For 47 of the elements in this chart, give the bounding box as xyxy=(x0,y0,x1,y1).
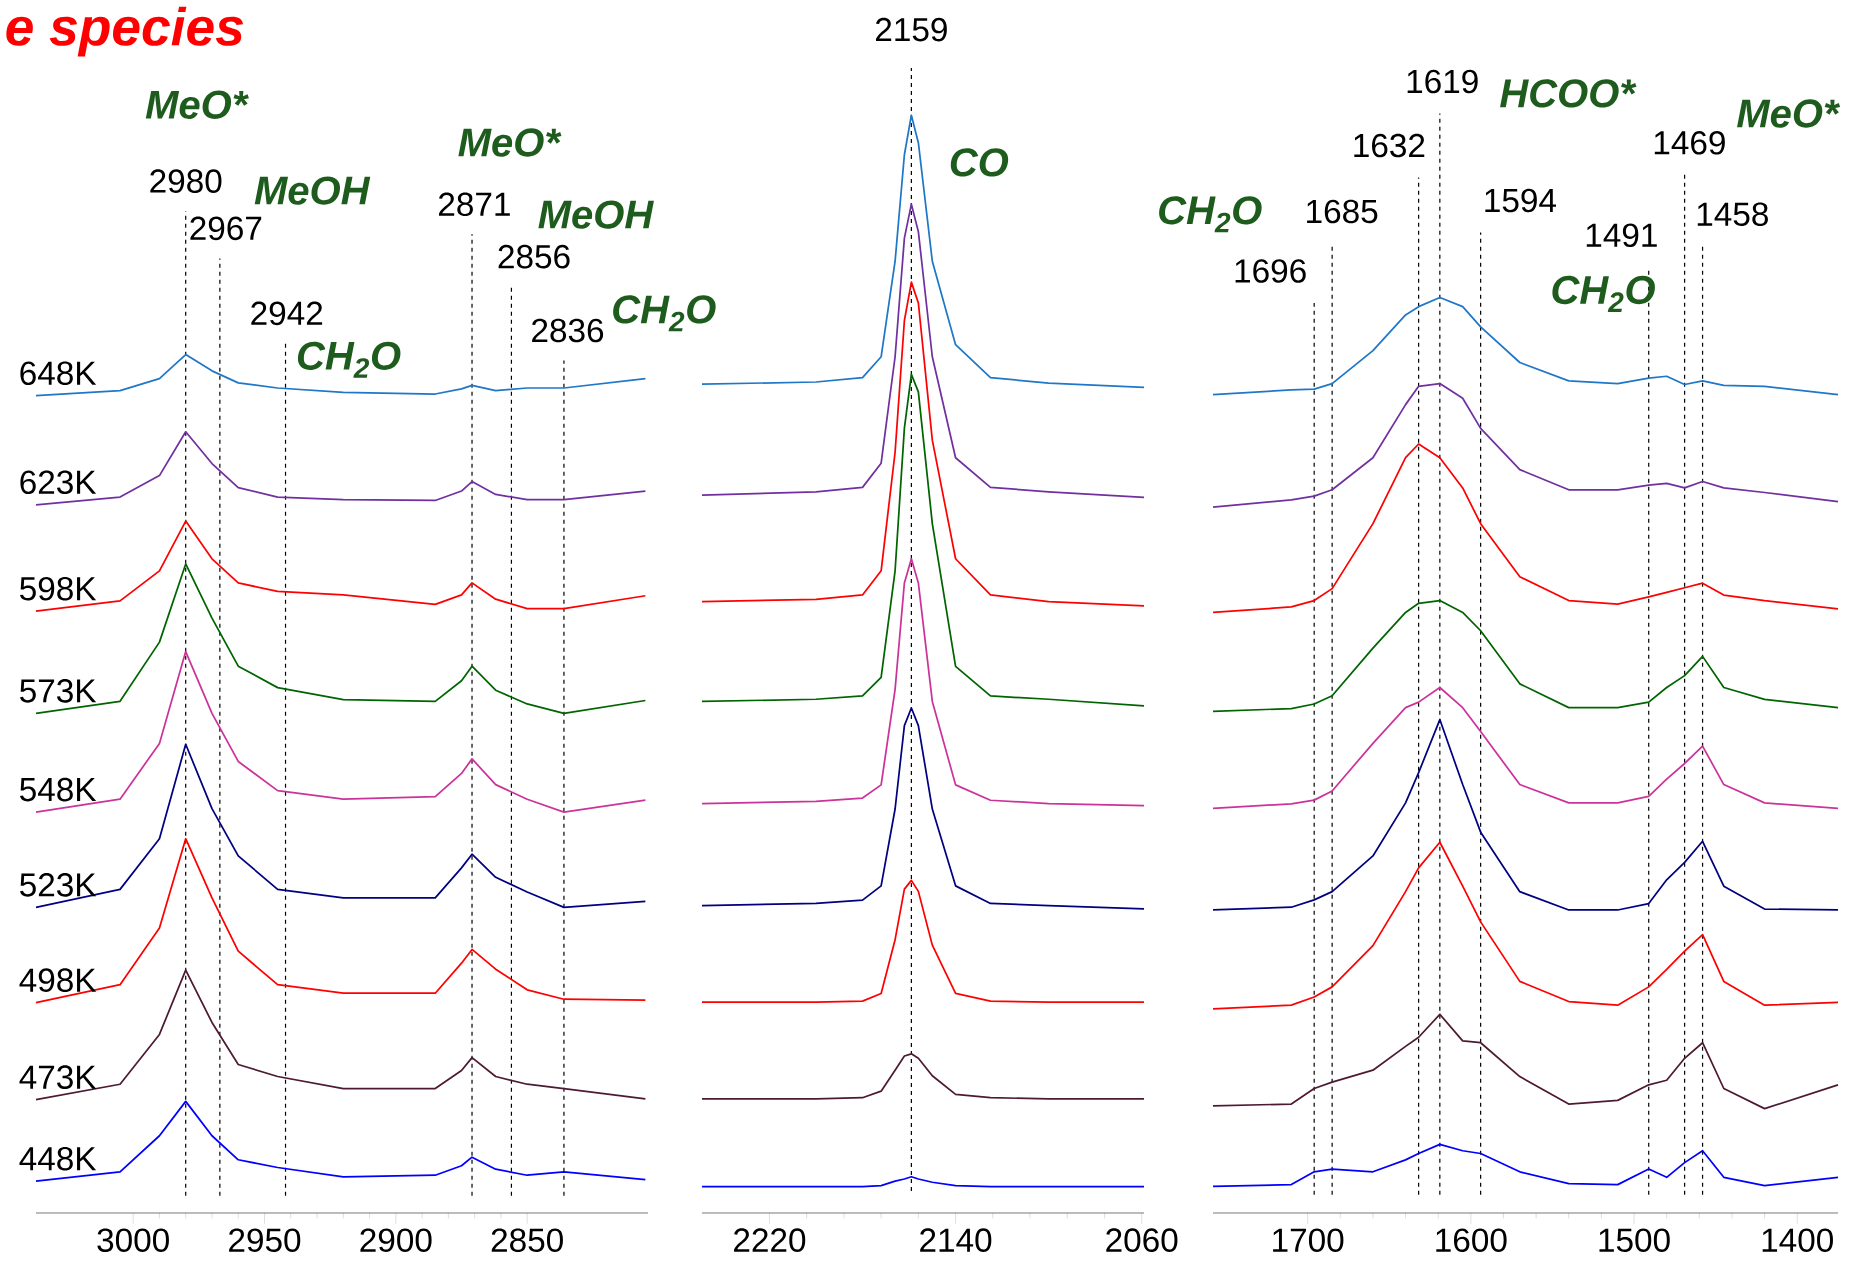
annotation: CO xyxy=(950,148,1009,177)
ref-line-label: 1696 xyxy=(1235,259,1306,283)
ref-line-label: 2967 xyxy=(190,216,262,241)
ref-line-label: 1594 xyxy=(1485,188,1556,213)
ref-line-label: 2871 xyxy=(438,192,510,217)
x-tick-label: 2950 xyxy=(229,1228,301,1252)
text: MeO* xyxy=(458,128,562,157)
x-tick-label: 1600 xyxy=(1436,1228,1507,1252)
series-label: 573K xyxy=(20,679,97,703)
ref-line-label: 1491 xyxy=(1586,223,1657,248)
series-label: 523K xyxy=(20,873,97,897)
x-tick-label: 1400 xyxy=(1762,1228,1833,1252)
text: MeOH xyxy=(254,176,371,205)
x-tick-label: 1700 xyxy=(1273,1228,1344,1252)
annotation: CH$_{2}$O xyxy=(613,295,716,332)
x-tick-label: 3000 xyxy=(97,1228,169,1252)
text: CH$_{2}$O xyxy=(1159,196,1262,233)
ref-line-label: 1632 xyxy=(1354,133,1425,158)
series-label: 448K xyxy=(19,1146,97,1171)
annotation: CH$_{2}$O xyxy=(297,341,401,378)
series-label: 648K xyxy=(20,361,97,386)
x-tick-label: 2220 xyxy=(734,1228,806,1252)
ref-line-label: 2980 xyxy=(150,169,222,193)
x-tick-label: 2060 xyxy=(1106,1228,1178,1252)
x-tick-label: 2850 xyxy=(491,1228,563,1252)
text: MeO* xyxy=(145,90,249,119)
ref-line-label: 2836 xyxy=(532,318,604,343)
ref-line-label: 1458 xyxy=(1697,202,1768,227)
text: MeOH xyxy=(538,200,654,229)
x-tick-label: 1500 xyxy=(1599,1228,1670,1252)
text: HCOO* xyxy=(1500,79,1637,108)
ref-line-label: 2942 xyxy=(251,301,323,326)
series-label: 598K xyxy=(20,576,97,601)
ref-line-label: 2856 xyxy=(498,244,570,269)
series-label: 498K xyxy=(19,968,97,992)
series-label: 623K xyxy=(20,470,97,495)
ref-line-label: 1619 xyxy=(1407,69,1478,94)
ref-line-label: 1469 xyxy=(1654,131,1725,155)
chart-title: e species xyxy=(6,6,243,57)
ref-line-label: 2159 xyxy=(875,17,947,42)
series-label: 473K xyxy=(19,1065,97,1089)
text: MeO* xyxy=(1737,99,1841,128)
series-label: 548K xyxy=(20,777,97,802)
x-tick-label: 2140 xyxy=(920,1228,992,1252)
annotation: CH$_{2}$O xyxy=(1552,275,1655,312)
ref-line-label: 1685 xyxy=(1307,199,1378,224)
x-tick-label: 2900 xyxy=(360,1228,432,1252)
